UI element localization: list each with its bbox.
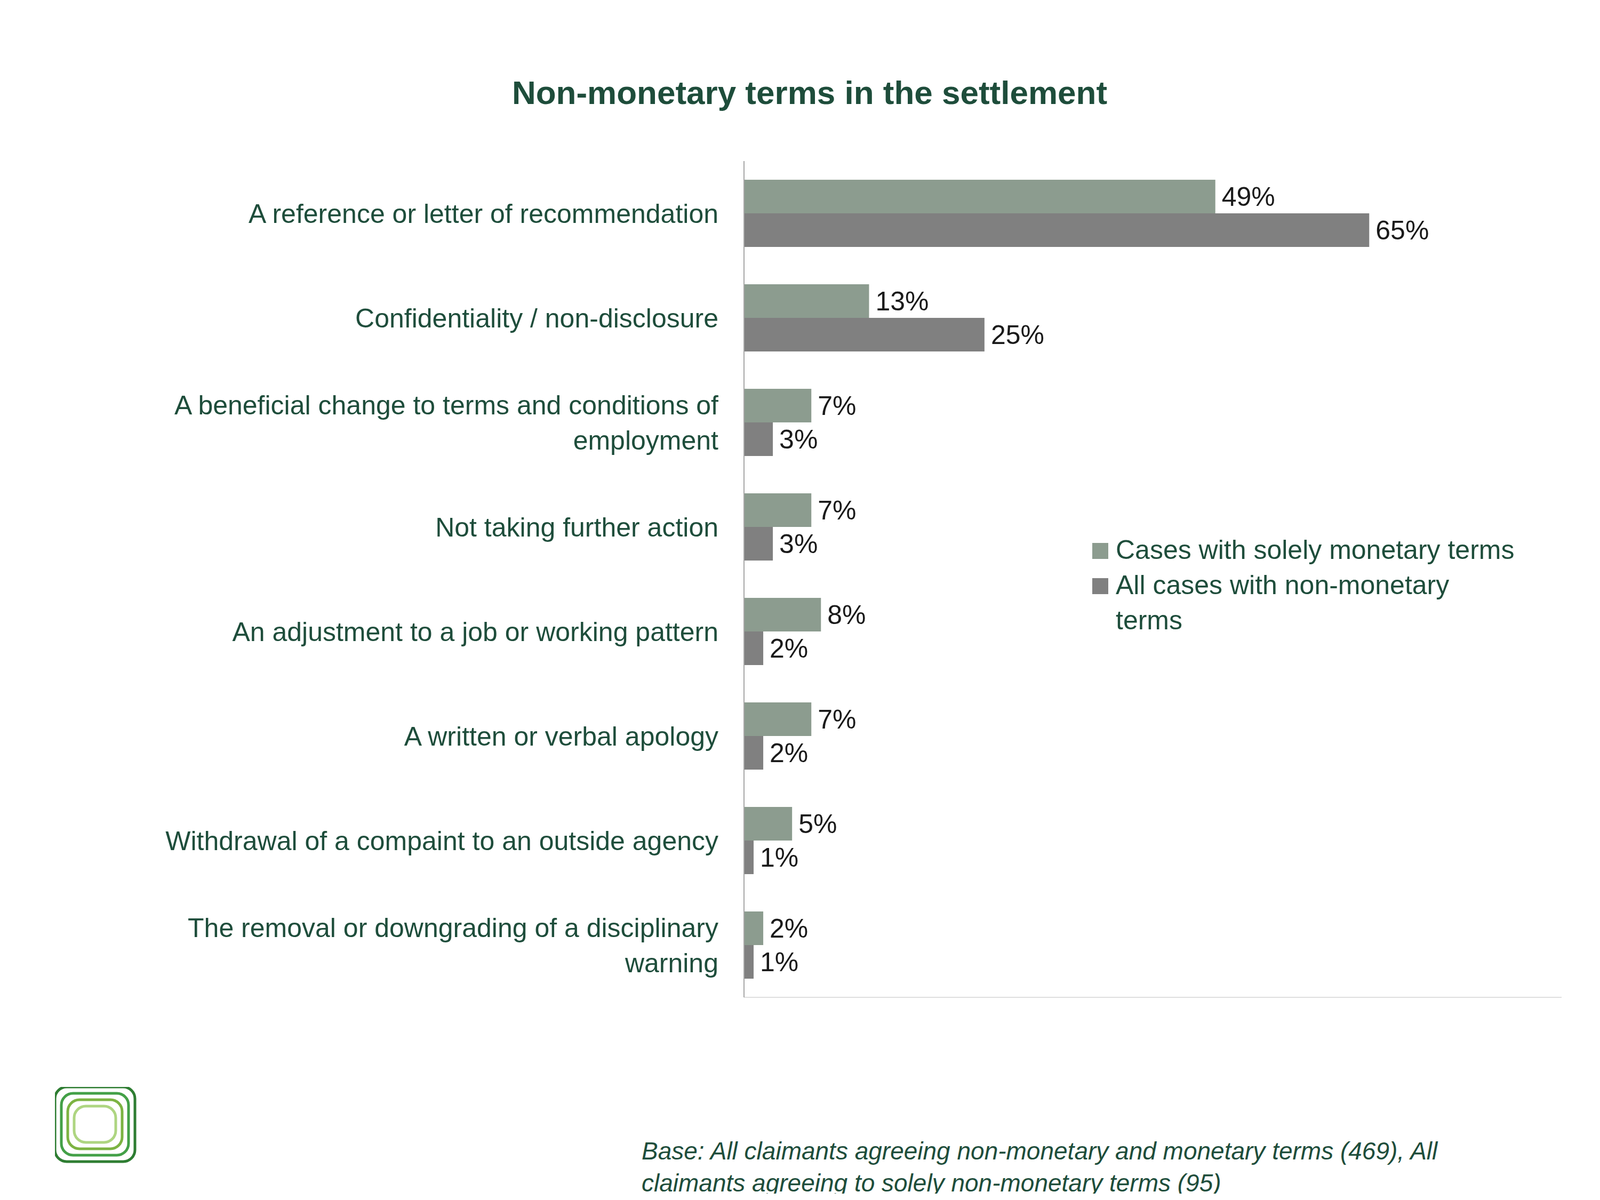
svg-text:65%: 65% (1375, 215, 1429, 246)
svg-text:49%: 49% (1221, 181, 1276, 212)
svg-text:7%: 7% (817, 390, 856, 421)
svg-text:3%: 3% (779, 424, 818, 455)
svg-text:The removal or downgrading of: The removal or downgrading of a discipli… (187, 913, 719, 943)
svg-text:A written or verbal apology: A written or verbal apology (404, 721, 719, 752)
html-text:All cases with non-monetary te: All cases with non-monetary terms (1115, 570, 1450, 636)
svg-text:Not taking further action: Not taking further action (435, 512, 719, 543)
svg-text:5%: 5% (798, 809, 837, 839)
svg-text:25%: 25% (990, 320, 1045, 350)
svg-text:Withdrawal of a compaint to an: Withdrawal of a compaint to an outside a… (165, 826, 719, 856)
svg-text:3%: 3% (779, 529, 818, 559)
svg-text:A reference or letter of recom: A reference or letter of recommendation (248, 198, 719, 229)
svg-text:7%: 7% (817, 704, 856, 735)
svg-text:warning: warning (624, 948, 719, 979)
html-text:Cases with solely monetary ter: Cases with solely monetary terms (1115, 534, 1515, 565)
svg-text:employment: employment (573, 425, 719, 456)
svg-text:7%: 7% (817, 495, 856, 526)
svg-text:2%: 2% (769, 633, 808, 664)
html-text:Non-monetary terms in the sett: Non-monetary terms in the settlement (511, 74, 1108, 111)
svg-text:An adjustment to a job or work: An adjustment to a job or working patter… (232, 617, 719, 647)
svg-text:1%: 1% (760, 842, 799, 873)
svg-text:Confidentiality / non-disclosu: Confidentiality / non-disclosure (355, 303, 719, 334)
svg-text:2%: 2% (769, 738, 808, 768)
html-text:Base: All claimants agreeing n: Base: All claimants agreeing non-monetar… (641, 1137, 1438, 1197)
svg-text:13%: 13% (875, 286, 929, 317)
svg-text:8%: 8% (827, 600, 866, 630)
svg-text:1%: 1% (760, 947, 799, 978)
svg-text:2%: 2% (769, 913, 808, 944)
svg-text:A beneficial change to terms a: A beneficial change to terms and conditi… (174, 390, 719, 421)
